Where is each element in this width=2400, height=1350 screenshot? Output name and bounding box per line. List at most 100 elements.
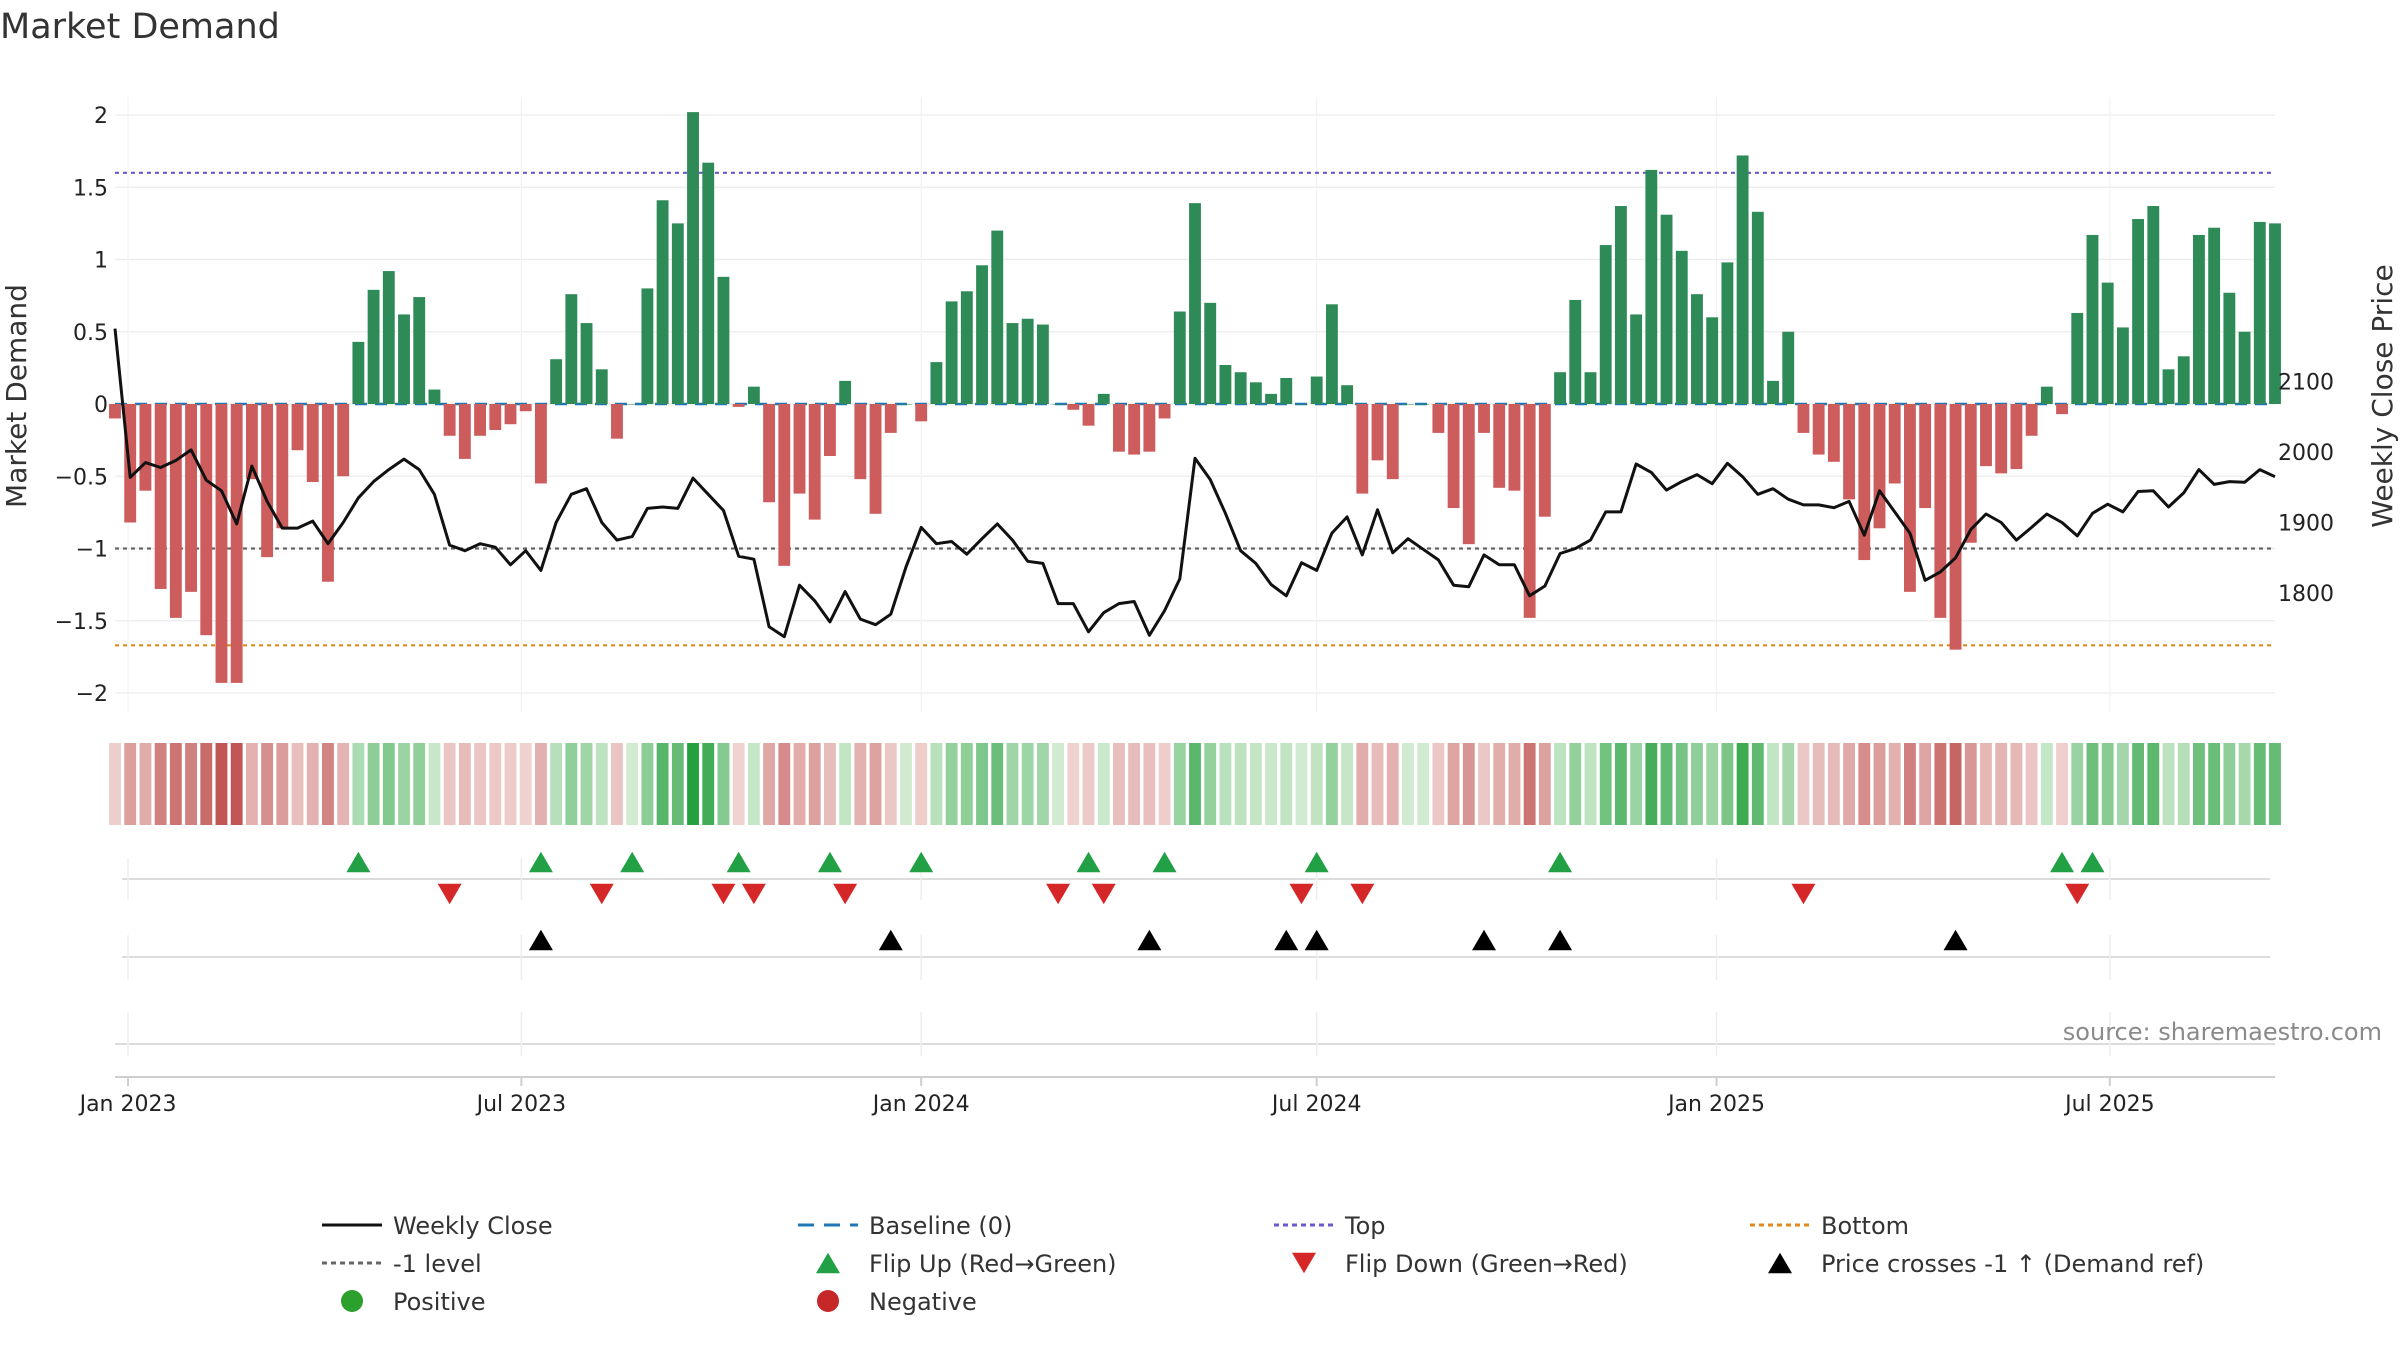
strip-cell xyxy=(687,743,699,825)
strip-cell xyxy=(534,743,547,825)
demand-bar xyxy=(382,271,395,404)
strip-cell xyxy=(2086,743,2099,825)
y-tick-left: 0 xyxy=(94,393,108,418)
demand-bar xyxy=(1204,302,1217,404)
demand-bar xyxy=(1295,404,1308,405)
demand-bar xyxy=(1691,294,1703,404)
demand-bar xyxy=(869,404,882,514)
demand-bar xyxy=(1903,404,1916,592)
legend-label: Positive xyxy=(393,1288,486,1316)
price-line-layer xyxy=(113,328,2276,639)
x-tick-label: Jul 2025 xyxy=(2063,1092,2155,1117)
flip-down-marker xyxy=(741,883,766,905)
demand-bar xyxy=(428,389,441,404)
demand-bar xyxy=(2162,369,2175,404)
strip-cell xyxy=(565,743,578,825)
strip-cell xyxy=(732,743,745,825)
flip-up-marker xyxy=(620,851,645,873)
demand-bar xyxy=(215,404,228,683)
event-markers xyxy=(115,851,2275,1056)
strip-cell xyxy=(276,743,289,825)
demand-bar xyxy=(1523,404,1536,618)
strip-cell xyxy=(808,743,821,825)
flip-down-marker xyxy=(1046,883,1071,905)
demand-bar xyxy=(854,404,867,480)
demand-bar xyxy=(2071,312,2084,404)
demand-bar xyxy=(808,404,821,520)
demand-bar xyxy=(367,289,380,404)
strip-cell xyxy=(976,743,988,825)
strip-cell xyxy=(1919,743,1932,825)
demand-bar xyxy=(717,276,730,404)
demand-bar xyxy=(458,404,471,459)
demand-bar xyxy=(1721,262,1734,404)
strip-cell xyxy=(2025,743,2038,825)
strip-cell xyxy=(2208,743,2221,825)
y-tick-left: 2 xyxy=(94,104,108,129)
flip-down-marker xyxy=(437,883,462,905)
demand-bar xyxy=(565,294,578,404)
strip-cell xyxy=(854,743,867,825)
strip-cell xyxy=(413,743,426,825)
strip-cell xyxy=(1082,743,1095,825)
demand-bar xyxy=(2116,327,2129,404)
x-tick-label: Jul 2024 xyxy=(1270,1092,1362,1117)
flip-down-marker xyxy=(589,883,614,905)
strip-cell xyxy=(185,743,197,825)
strip-cell xyxy=(1478,743,1490,825)
y-tick-left: 1.5 xyxy=(73,176,108,201)
cross-up-marker xyxy=(1274,929,1299,951)
demand-bar xyxy=(1310,376,1323,404)
strip-cell xyxy=(1645,743,1658,825)
strip-cell xyxy=(2056,743,2068,825)
strip-cell xyxy=(124,743,137,825)
flip-down-marker xyxy=(833,883,858,905)
strip-cell xyxy=(702,743,715,825)
strip-cell xyxy=(322,743,334,825)
strip-cell xyxy=(1706,743,1719,825)
demand-bar xyxy=(2193,234,2205,404)
strip-cell xyxy=(1325,743,1338,825)
demand-bar xyxy=(1067,404,1080,410)
demand-bar xyxy=(1325,304,1338,404)
demand-bar xyxy=(550,359,563,404)
demand-bar xyxy=(1797,404,1810,433)
legend-label: Flip Up (Red→Green) xyxy=(869,1250,1117,1278)
demand-bar xyxy=(1508,404,1521,491)
demand-bar xyxy=(245,404,258,480)
strip-cell xyxy=(1523,743,1536,825)
strip-cell xyxy=(1843,743,1856,825)
demand-bar xyxy=(1462,404,1475,545)
demand-bar xyxy=(2177,356,2190,404)
flip-up-marker xyxy=(909,851,934,873)
strip-cell xyxy=(1614,743,1627,825)
strip-cell xyxy=(1036,743,1049,825)
strip-cell xyxy=(991,743,1004,825)
x-tick-label: Jan 2023 xyxy=(78,1092,177,1117)
demand-bar xyxy=(2025,404,2038,436)
strip-cell xyxy=(519,743,532,825)
strip-cell xyxy=(884,743,897,825)
strip-cell xyxy=(656,743,669,825)
demand-bar xyxy=(200,404,213,636)
source-credit: source: sharemaestro.com xyxy=(2063,1018,2382,1046)
demand-bar xyxy=(1919,404,1932,509)
strip-cell xyxy=(352,743,365,825)
strip-cell xyxy=(671,743,684,825)
strip-cell xyxy=(1538,743,1551,825)
flip-up-marker xyxy=(1152,851,1177,873)
demand-bar xyxy=(2056,404,2068,415)
flip-down-marker xyxy=(711,883,736,905)
y-tick-left: −1 xyxy=(76,538,108,563)
demand-bar xyxy=(1538,404,1551,517)
cross-up-marker xyxy=(1472,929,1497,951)
demand-bar xyxy=(687,112,699,405)
demand-bar xyxy=(504,404,517,425)
demand-bar xyxy=(1356,404,1369,494)
y-tick-left: 0.5 xyxy=(73,321,108,346)
demand-bar xyxy=(2040,386,2053,404)
strip-cell xyxy=(1067,743,1080,825)
strip-cell xyxy=(550,743,563,825)
strip-cell xyxy=(1402,743,1414,825)
strip-cell xyxy=(230,743,243,825)
